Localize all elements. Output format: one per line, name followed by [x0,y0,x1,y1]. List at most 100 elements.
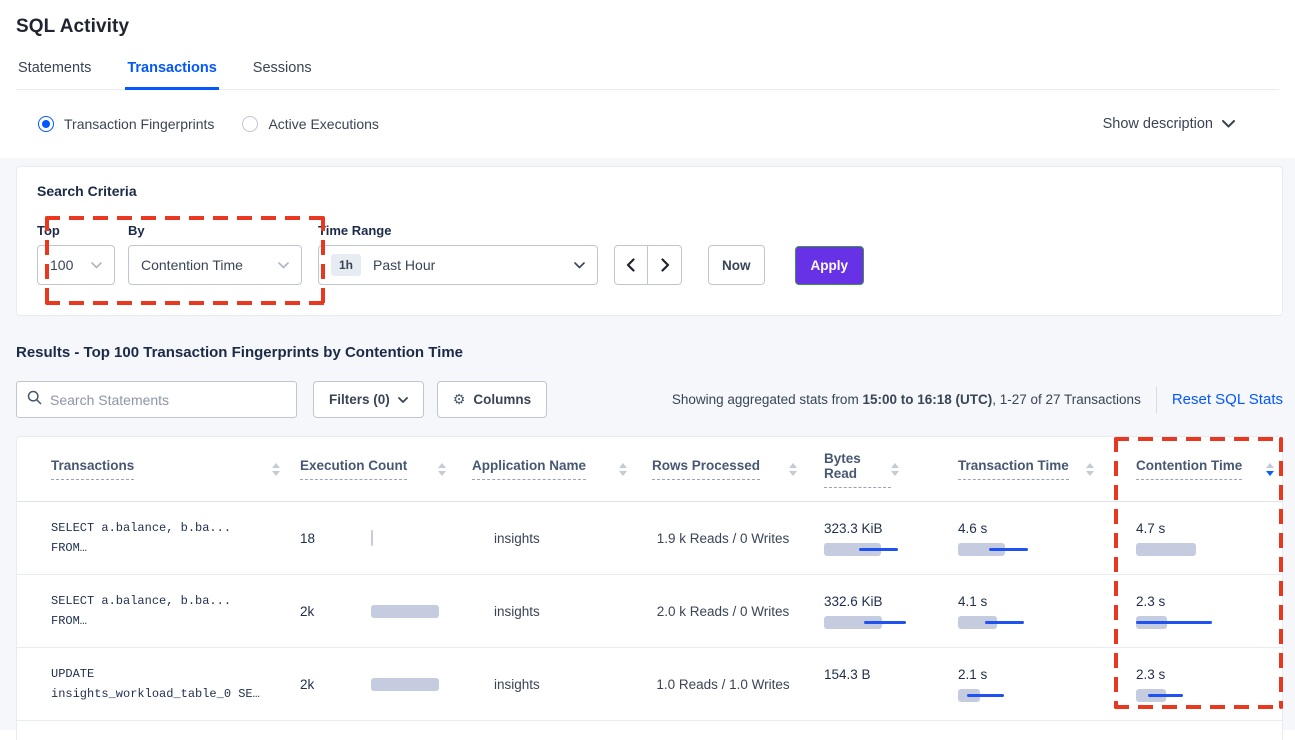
contention-time-line [1148,693,1183,697]
transaction-fingerprint-link[interactable]: SELECT a.balance, b.ba... FROM… [51,594,232,628]
radio-transaction-fingerprints[interactable]: Transaction Fingerprints [38,116,214,132]
transaction-time-cell: 4.6 s [958,521,1136,556]
tab-bar: Statements Transactions Sessions [16,60,1279,90]
table-row: SELECT a.balance, b.ba... FROM… 18 insigh… [17,502,1282,575]
execution-count-bar [371,677,439,691]
bytes-read-bar [824,542,881,556]
sort-icon[interactable] [1086,462,1094,476]
bytes-read-line [859,547,898,551]
bytes-read-cell: 154.3 B [824,666,871,682]
execution-count-bar [371,530,373,546]
rows-processed-cell: 2.0 k Reads / 0 Writes [656,603,790,619]
by-select[interactable]: Contention Time [128,245,302,285]
transaction-time-bar [958,542,1005,556]
radio-unselected-icon [242,116,259,132]
column-header-bytes-read[interactable]: Bytes Read [824,451,958,488]
chevron-down-icon [91,261,102,269]
transaction-fingerprint-link[interactable]: UPDATE insights_workload_table_0 SE… [51,667,260,701]
column-header-contention-time[interactable]: Contention Time [1136,458,1282,480]
chevron-right-icon [660,258,669,272]
top-select[interactable]: 100 [37,245,115,285]
page-title: SQL Activity [16,16,130,37]
execution-count-bar [371,604,439,618]
column-header-execution-count[interactable]: Execution Count [300,458,472,480]
bytes-read-cell: 332.6 KiB [824,594,958,629]
sort-icon[interactable] [619,462,627,476]
chevron-down-icon [574,261,585,269]
transaction-time-line [967,693,1004,697]
transaction-time-line [989,547,1028,551]
chevron-down-icon [397,392,408,407]
results-toolbar: Filters (0) ⚙ Columns Showing aggregated… [16,381,1283,418]
contention-time-cell: 2.3 s [1136,667,1282,702]
time-range-value: Past Hour [373,257,436,273]
transaction-time-bar [958,615,997,629]
top-field: Top 100 [37,223,115,285]
contention-time-cell: 2.3 s [1136,594,1282,629]
tab-transactions[interactable]: Transactions [125,60,219,90]
radio-label: Active Executions [268,116,379,132]
radio-label: Transaction Fingerprints [64,116,215,132]
now-button[interactable]: Now [708,245,765,285]
radio-active-executions[interactable]: Active Executions [242,116,379,132]
bytes-read-line [864,620,906,624]
time-range-select[interactable]: 1h Past Hour [318,245,598,285]
apply-button[interactable]: Apply [794,246,865,285]
time-nav-group [614,245,682,285]
transaction-fingerprint-link[interactable]: SELECT a.balance, b.ba... FROM… [51,521,232,555]
application-name-cell: insights [494,603,540,619]
results-heading: Results - Top 100 Transaction Fingerprin… [16,344,464,361]
chevron-left-icon [626,258,635,272]
column-header-transaction-time[interactable]: Transaction Time [958,458,1136,480]
show-description-label: Show description [1102,116,1213,132]
table-header-row: Transactions Execution Count Application… [17,437,1282,502]
table-row: UPDATE insights_workload_table_0 SE… 2k i… [17,648,1282,721]
bytes-read-bar [824,615,882,629]
time-range-field: Time Range 1h Past Hour [318,223,598,285]
column-header-transactions[interactable]: Transactions [17,458,300,480]
sort-icon[interactable] [789,462,797,476]
table-row: SELECT a.balance, b.ba... FROM… 2k insigh… [17,575,1282,648]
sort-icon[interactable] [891,462,899,476]
next-time-button[interactable] [648,245,682,285]
search-criteria-title: Search Criteria [37,183,137,199]
search-statements-box[interactable] [16,381,297,418]
by-label: By [128,223,145,238]
filters-label: Filters (0) [329,392,390,407]
contention-time-bar [1136,542,1196,556]
filters-button[interactable]: Filters (0) [313,381,424,418]
execution-count-cell: 2k [300,677,472,692]
main-content: Search Criteria Top 100 By Contention Ti… [0,158,1295,740]
top-label: Top [37,223,60,238]
previous-time-button[interactable] [614,245,648,285]
by-field: By Contention Time [128,223,302,285]
transaction-time-line [985,620,1024,624]
radio-selected-icon [38,116,54,132]
time-range-badge: 1h [331,254,362,276]
time-range-label: Time Range [318,223,392,238]
sort-icon-descending-active[interactable] [1266,462,1274,476]
rows-processed-cell: 1.9 k Reads / 0 Writes [656,530,790,546]
by-value: Contention Time [141,257,243,273]
page-header: SQL Activity Statements Transactions Ses… [0,0,1295,90]
application-name-cell: insights [494,530,540,546]
reset-sql-stats-link[interactable]: Reset SQL Stats [1171,391,1283,408]
execution-count-cell: 2k [300,604,472,619]
show-description-toggle[interactable]: Show description [1103,116,1257,132]
chevron-down-icon [1222,120,1235,128]
execution-count-cell: 18 [300,530,472,546]
tab-sessions[interactable]: Sessions [252,60,312,76]
column-header-application-name[interactable]: Application Name [472,458,652,480]
search-criteria-card: Search Criteria Top 100 By Contention Ti… [16,166,1283,316]
sort-icon[interactable] [438,462,446,476]
tab-statements[interactable]: Statements [18,60,92,76]
search-statements-input[interactable] [50,391,286,408]
transactions-table: Transactions Execution Count Application… [16,436,1283,740]
sort-icon[interactable] [272,462,280,476]
column-header-rows-processed[interactable]: Rows Processed [652,458,824,480]
transaction-time-cell: 2.1 s [958,667,1136,702]
top-value: 100 [50,257,74,273]
application-name-cell: insights [494,676,540,692]
columns-button[interactable]: ⚙ Columns [436,381,548,418]
transaction-time-cell: 4.1 s [958,594,1136,629]
